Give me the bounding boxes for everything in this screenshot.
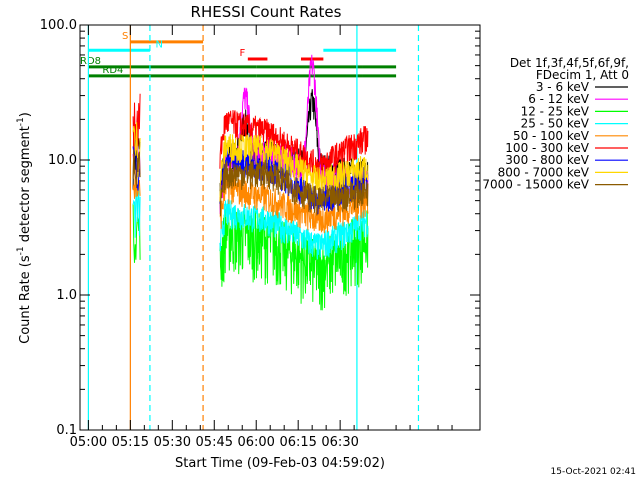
footer-date: 15-Oct-2021 02:41 [551, 467, 636, 477]
x-tick-label: 05:30 [154, 435, 191, 450]
legend-header-line-2: FDecim 1, Att 0 [536, 68, 629, 82]
series-line [132, 187, 141, 238]
series-line [219, 110, 369, 181]
plot-frame [79, 24, 481, 431]
legend-label: 300 - 800 keV [505, 153, 589, 167]
y-tick-label: 10.0 [48, 153, 77, 168]
y-tick-label: 100.0 [40, 18, 77, 33]
x-axis-ticks: 05:00 05:15 05:30 05:45 06:00 06:15 06:30 [70, 25, 453, 450]
series-line [219, 198, 369, 260]
flag-label: S [122, 31, 128, 42]
y-tick-label: 1.0 [56, 288, 77, 303]
y-axis-label: Count Rate (s-1 detector segment-1) [16, 112, 33, 344]
legend-label: 100 - 300 keV [505, 141, 589, 155]
flag-label: RD8 [80, 56, 101, 67]
legend-header-line-1: Det 1f,3f,4f,5f,6f,9f, [510, 56, 629, 70]
x-axis-label: Start Time (09-Feb-03 04:59:02) [175, 456, 385, 471]
y-tick-label: 0.1 [56, 423, 77, 438]
series-lines [132, 54, 369, 311]
legend-label: 25 - 50 keV [521, 117, 590, 131]
x-tick-label: 06:30 [321, 435, 358, 450]
legend: Det 1f,3f,4f,5f,6f,9f, FDecim 1, Att 0 3… [482, 56, 629, 192]
y-axis-ticks: 0.1 1.0 10.0 100.0 [40, 18, 480, 438]
legend-label: 3 - 6 keV [536, 80, 590, 94]
series-line [219, 134, 369, 202]
legend-label: 800 - 7000 keV [498, 165, 590, 179]
x-tick-label: 06:15 [279, 435, 316, 450]
legend-label: 50 - 100 keV [513, 129, 590, 143]
series-line [132, 122, 141, 178]
flag-label: N [156, 39, 163, 50]
flag-label: RD4 [102, 65, 123, 76]
legend-label: 6 - 12 keV [528, 92, 590, 106]
x-tick-label: 05:00 [70, 435, 107, 450]
x-tick-label: 06:00 [237, 435, 274, 450]
series-line [219, 174, 369, 234]
x-tick-label: 05:15 [112, 435, 149, 450]
series-line [219, 159, 369, 217]
legend-label: 7000 - 15000 keV [482, 178, 589, 192]
legend-label: 12 - 25 keV [521, 104, 590, 118]
series-line [132, 149, 141, 188]
chart-title: RHESSI Count Rates [191, 3, 342, 21]
x-tick-label: 05:45 [196, 435, 233, 450]
flag-label: F [239, 48, 245, 59]
